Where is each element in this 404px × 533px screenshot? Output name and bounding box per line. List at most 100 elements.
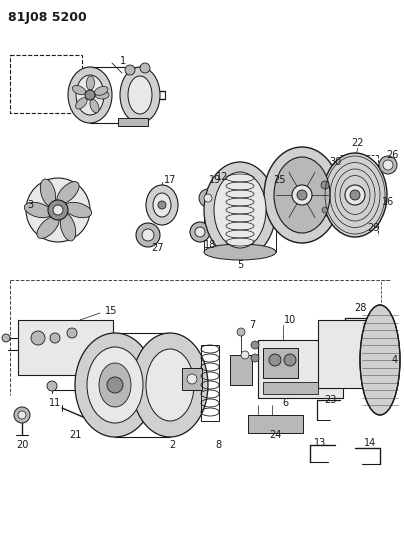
Text: 24: 24 bbox=[269, 430, 281, 440]
Bar bbox=[10, 55, 82, 113]
Text: 19: 19 bbox=[209, 175, 221, 185]
Circle shape bbox=[50, 333, 60, 343]
Text: 17: 17 bbox=[164, 175, 176, 185]
Ellipse shape bbox=[274, 157, 330, 233]
Text: 8: 8 bbox=[215, 440, 221, 450]
Ellipse shape bbox=[87, 347, 143, 423]
Circle shape bbox=[53, 205, 63, 215]
Ellipse shape bbox=[204, 244, 276, 260]
Text: 6: 6 bbox=[282, 398, 288, 408]
Ellipse shape bbox=[146, 185, 178, 225]
Circle shape bbox=[199, 189, 217, 207]
Text: 25: 25 bbox=[274, 175, 286, 185]
Circle shape bbox=[187, 374, 197, 384]
Text: 15: 15 bbox=[105, 306, 118, 316]
Ellipse shape bbox=[214, 172, 266, 248]
Circle shape bbox=[195, 227, 205, 237]
Circle shape bbox=[140, 63, 150, 73]
Text: 1: 1 bbox=[120, 56, 126, 66]
Ellipse shape bbox=[86, 76, 95, 90]
Circle shape bbox=[321, 181, 329, 189]
Bar bbox=[318, 320, 393, 388]
Bar bbox=[201, 345, 219, 421]
Text: 4: 4 bbox=[392, 355, 398, 365]
Circle shape bbox=[158, 201, 166, 209]
Circle shape bbox=[190, 222, 210, 242]
Text: 26: 26 bbox=[386, 150, 398, 160]
Bar bbox=[258, 340, 343, 398]
Ellipse shape bbox=[68, 67, 112, 123]
Bar bbox=[230, 355, 252, 385]
Text: 5: 5 bbox=[237, 260, 243, 270]
Circle shape bbox=[14, 407, 30, 423]
Text: 7: 7 bbox=[249, 320, 255, 330]
Circle shape bbox=[345, 185, 365, 205]
Bar bbox=[263, 382, 318, 394]
Ellipse shape bbox=[264, 147, 340, 243]
Ellipse shape bbox=[132, 333, 208, 437]
Text: 30: 30 bbox=[329, 157, 341, 167]
Circle shape bbox=[297, 190, 307, 200]
Circle shape bbox=[67, 328, 77, 338]
Text: 23: 23 bbox=[324, 395, 336, 405]
Ellipse shape bbox=[120, 67, 160, 123]
Ellipse shape bbox=[60, 214, 76, 241]
Circle shape bbox=[48, 200, 68, 220]
Text: 81J08 5200: 81J08 5200 bbox=[8, 11, 87, 24]
Circle shape bbox=[383, 160, 393, 170]
Circle shape bbox=[379, 156, 397, 174]
Bar bbox=[182, 368, 202, 390]
Ellipse shape bbox=[99, 363, 131, 407]
Text: 18: 18 bbox=[204, 240, 216, 250]
Circle shape bbox=[107, 377, 123, 393]
Ellipse shape bbox=[90, 100, 99, 113]
Text: 29: 29 bbox=[367, 223, 379, 233]
Circle shape bbox=[251, 341, 259, 349]
Circle shape bbox=[18, 411, 26, 419]
Text: 27: 27 bbox=[152, 243, 164, 253]
Circle shape bbox=[26, 178, 90, 242]
Ellipse shape bbox=[204, 162, 276, 258]
Text: 2: 2 bbox=[169, 440, 175, 450]
Text: 16: 16 bbox=[382, 197, 394, 207]
Ellipse shape bbox=[95, 86, 108, 95]
Ellipse shape bbox=[76, 75, 104, 115]
Ellipse shape bbox=[153, 193, 171, 217]
Text: 11: 11 bbox=[49, 398, 61, 408]
Text: 3: 3 bbox=[27, 200, 33, 210]
Circle shape bbox=[241, 351, 249, 359]
Text: 22: 22 bbox=[352, 138, 364, 148]
Circle shape bbox=[269, 354, 281, 366]
Circle shape bbox=[319, 204, 331, 216]
Ellipse shape bbox=[24, 203, 52, 217]
Ellipse shape bbox=[76, 98, 87, 109]
Circle shape bbox=[292, 185, 312, 205]
Circle shape bbox=[136, 223, 160, 247]
Ellipse shape bbox=[64, 203, 92, 217]
Text: 12: 12 bbox=[216, 172, 228, 182]
Text: 14: 14 bbox=[364, 438, 376, 448]
Circle shape bbox=[317, 177, 333, 193]
Ellipse shape bbox=[146, 349, 194, 421]
Circle shape bbox=[350, 190, 360, 200]
Ellipse shape bbox=[57, 182, 79, 204]
Bar bbox=[263, 348, 298, 378]
Bar bbox=[248, 415, 303, 433]
Text: 28: 28 bbox=[354, 303, 366, 313]
Text: 13: 13 bbox=[314, 438, 326, 448]
Circle shape bbox=[31, 331, 45, 345]
Text: 21: 21 bbox=[69, 430, 81, 440]
Ellipse shape bbox=[72, 85, 86, 95]
Circle shape bbox=[85, 90, 95, 100]
Ellipse shape bbox=[37, 216, 59, 238]
Bar bbox=[18, 320, 113, 375]
Circle shape bbox=[284, 354, 296, 366]
Circle shape bbox=[125, 65, 135, 75]
Ellipse shape bbox=[323, 153, 387, 237]
Text: 10: 10 bbox=[284, 315, 296, 325]
Ellipse shape bbox=[360, 305, 400, 415]
Ellipse shape bbox=[75, 333, 155, 437]
Circle shape bbox=[237, 328, 245, 336]
Ellipse shape bbox=[40, 179, 56, 206]
Circle shape bbox=[204, 194, 212, 202]
